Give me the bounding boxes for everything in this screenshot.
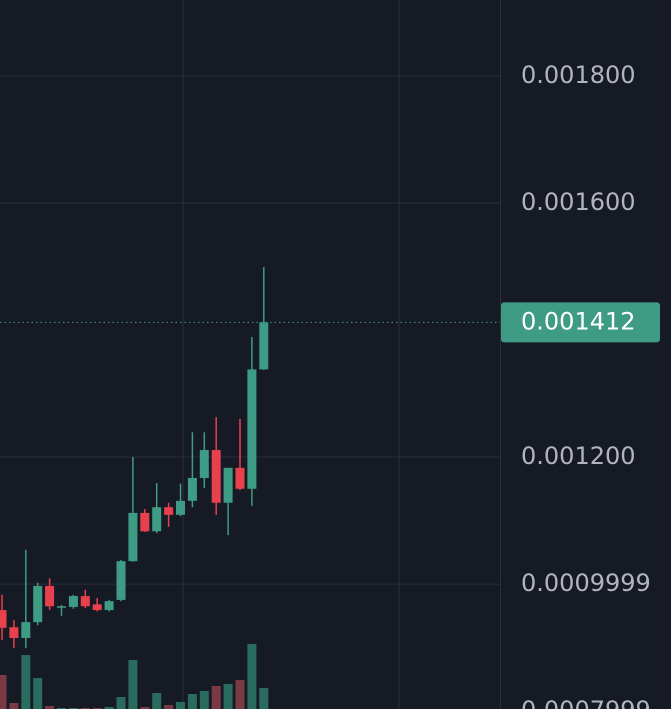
- volume-bar: [247, 644, 257, 709]
- candle-body: [223, 467, 233, 503]
- volume-bar: [259, 688, 269, 709]
- candle-body: [176, 500, 185, 515]
- candle-body: [80, 596, 90, 607]
- candle-body: [247, 369, 257, 489]
- candle-body: [116, 561, 126, 600]
- candle-body: [68, 596, 78, 607]
- volume-bar: [211, 686, 221, 709]
- candle-body: [0, 610, 7, 628]
- volume-bar: [140, 707, 150, 709]
- candle-body: [92, 604, 102, 611]
- volume-bar: [199, 691, 209, 709]
- candle-body: [21, 622, 31, 639]
- y-tick-label: 0.001800: [521, 61, 636, 89]
- candle-body: [259, 322, 269, 370]
- y-tick-label: 0.0009999: [521, 569, 651, 597]
- volume-bar: [45, 706, 55, 709]
- volume-bar: [128, 660, 138, 709]
- candle-body: [128, 512, 138, 562]
- y-tick-label: 0.001200: [521, 442, 636, 470]
- volume-bar: [223, 684, 233, 709]
- candle-body: [199, 450, 209, 478]
- y-tick-label: 0.0007999: [521, 696, 651, 709]
- candle-body: [45, 585, 55, 607]
- y-tick-label: 0.001600: [521, 188, 636, 216]
- volume-bar: [152, 693, 162, 709]
- candle-body: [235, 467, 245, 489]
- candle-body: [187, 477, 197, 501]
- volume-bar: [187, 694, 197, 709]
- candle-body: [211, 450, 221, 503]
- volume-bar: [176, 702, 185, 709]
- last-price-badge: [501, 302, 660, 343]
- last-price-label: 0.001412: [521, 307, 636, 335]
- volume-bar: [0, 675, 7, 709]
- candle-body: [140, 512, 150, 532]
- candle-body: [152, 507, 162, 532]
- volume-bar: [164, 705, 174, 709]
- volume-bar: [9, 703, 19, 709]
- candle-body: [164, 507, 174, 515]
- volume-bar: [21, 655, 31, 709]
- candle-body: [104, 601, 114, 611]
- candle-body: [33, 585, 43, 623]
- candle-body: [57, 606, 66, 608]
- volume-bar: [104, 707, 114, 709]
- volume-bar: [33, 678, 43, 709]
- candle-body: [9, 627, 19, 639]
- volume-bar: [116, 697, 126, 709]
- volume-bar: [235, 680, 245, 709]
